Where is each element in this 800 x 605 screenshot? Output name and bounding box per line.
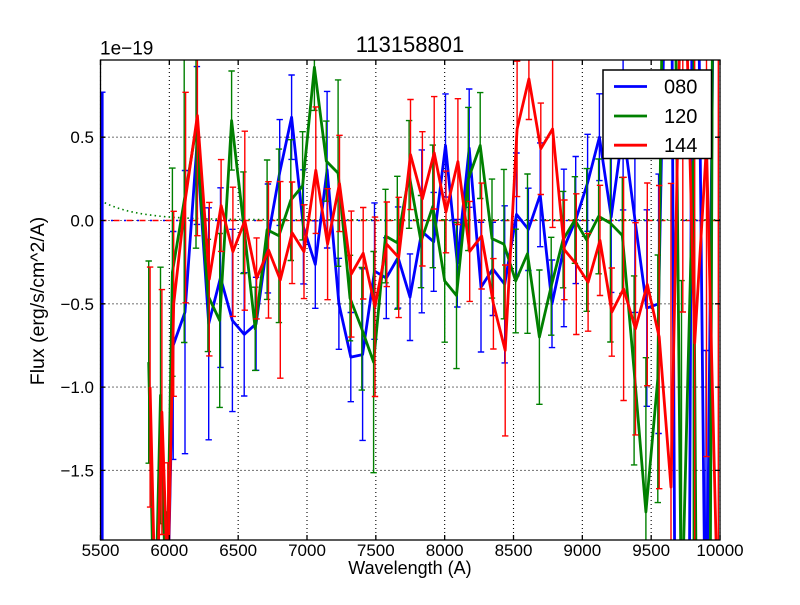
svg-text:9500: 9500 [632,541,670,560]
svg-text:7000: 7000 [288,541,326,560]
svg-text:9000: 9000 [563,541,601,560]
svg-text:0.0: 0.0 [70,212,94,231]
svg-text:144: 144 [664,135,697,157]
svg-text:8500: 8500 [495,541,533,560]
svg-text:Wavelength (A): Wavelength (A) [348,558,471,578]
svg-text:5500: 5500 [82,541,120,560]
svg-text:1e−19: 1e−19 [100,39,153,60]
svg-text:6000: 6000 [150,541,188,560]
svg-text:120: 120 [664,106,697,128]
svg-text:−0.5: −0.5 [60,295,94,314]
svg-text:6500: 6500 [219,541,257,560]
svg-text:10000: 10000 [696,541,743,560]
svg-text:113158801: 113158801 [356,32,465,57]
svg-text:−1.0: −1.0 [60,378,94,397]
svg-text:Flux (erg/s/cm^2/A): Flux (erg/s/cm^2/A) [27,217,49,385]
svg-text:0.5: 0.5 [70,128,94,147]
svg-text:080: 080 [664,77,697,99]
svg-text:−1.5: −1.5 [60,461,94,480]
svg-text:7500: 7500 [357,541,395,560]
svg-text:8000: 8000 [426,541,464,560]
